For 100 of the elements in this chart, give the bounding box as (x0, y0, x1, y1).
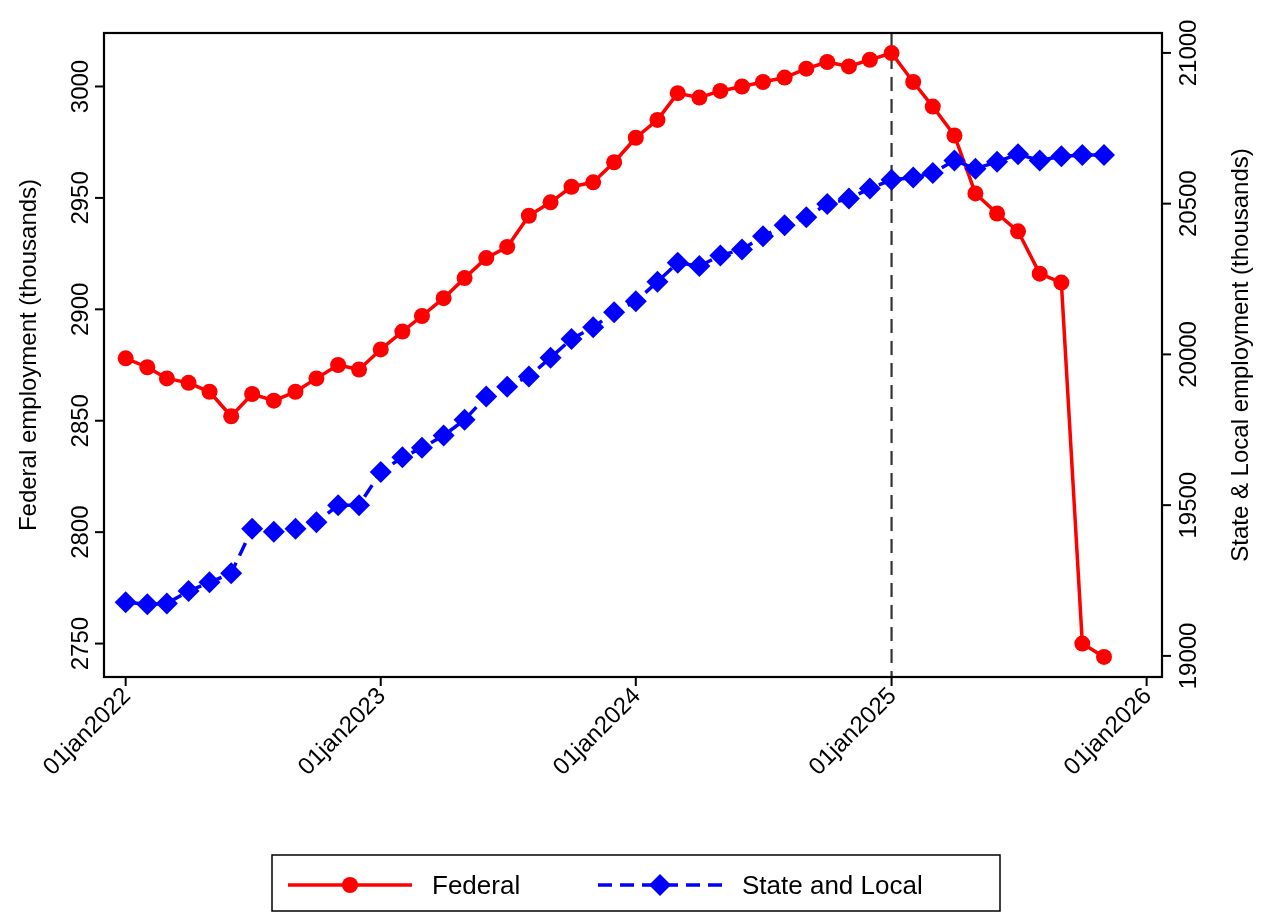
point (798, 60, 815, 77)
point (241, 517, 264, 540)
point (327, 494, 350, 517)
y-tick-label: 2950 (66, 171, 93, 225)
point (139, 359, 156, 376)
legend-label: Federal (432, 870, 521, 900)
point (391, 446, 414, 469)
y2-tick-label: 20000 (1174, 321, 1201, 388)
point (669, 85, 686, 102)
point (688, 255, 711, 278)
point (114, 591, 137, 614)
point (1071, 144, 1094, 167)
point (627, 129, 644, 146)
point (776, 69, 793, 86)
point (542, 194, 559, 211)
y-tick-label: 2750 (66, 616, 93, 671)
point (986, 150, 1009, 173)
point (1096, 648, 1112, 665)
point (453, 408, 476, 431)
point (539, 346, 562, 369)
point (517, 365, 540, 388)
point (858, 177, 881, 200)
point (840, 58, 857, 75)
y-tick-label: 3000 (66, 59, 93, 114)
point (369, 460, 392, 483)
point (496, 375, 519, 398)
y-tick-label: 2900 (66, 282, 93, 337)
y2-axis-title: State & Local employment (thousands) (1226, 148, 1253, 562)
point (456, 270, 473, 287)
y-tick-label: 2800 (66, 505, 93, 559)
point (795, 206, 818, 229)
point (582, 316, 605, 339)
point (330, 357, 347, 374)
point (585, 174, 602, 191)
y2-tick-label: 19000 (1174, 622, 1201, 690)
point (520, 207, 537, 224)
y-tick-label: 2850 (66, 394, 93, 448)
point (837, 187, 860, 210)
point (646, 270, 669, 293)
point (198, 571, 221, 594)
point (1053, 274, 1070, 291)
point (287, 383, 304, 400)
point (394, 323, 411, 340)
point (819, 53, 836, 70)
point (1010, 223, 1027, 240)
y2-tick-label: 20500 (1174, 170, 1201, 238)
point (861, 51, 878, 68)
point (305, 511, 328, 534)
point (754, 74, 771, 91)
point (603, 301, 626, 324)
point (773, 214, 796, 237)
point (924, 98, 941, 115)
point (177, 580, 200, 603)
point (751, 225, 774, 248)
point (284, 517, 307, 540)
point (117, 350, 134, 367)
point (244, 386, 261, 402)
point (136, 593, 159, 616)
point (410, 436, 433, 459)
point (666, 251, 689, 274)
point (1028, 149, 1051, 172)
point (432, 424, 455, 447)
point (180, 374, 197, 391)
point (734, 78, 751, 95)
y2-tick-label: 19500 (1174, 471, 1201, 539)
point (1074, 635, 1091, 652)
point (624, 290, 647, 313)
point (308, 370, 325, 387)
y2-tick-label: 21000 (1174, 19, 1201, 87)
point (989, 205, 1006, 222)
point (880, 168, 903, 191)
point (262, 520, 285, 543)
point (691, 89, 708, 106)
point (351, 361, 368, 378)
point (348, 494, 371, 517)
point (1093, 144, 1115, 167)
point (372, 341, 389, 358)
point (946, 127, 963, 144)
point (964, 157, 987, 180)
point (223, 408, 240, 425)
point (158, 370, 175, 387)
point (475, 385, 498, 408)
point (435, 290, 452, 307)
point (816, 192, 839, 215)
y-axis-title: Federal employment (thousands) (14, 178, 41, 532)
point (883, 45, 900, 62)
point (905, 74, 922, 91)
point (265, 392, 282, 409)
point (967, 185, 984, 202)
point (201, 383, 218, 400)
point (563, 178, 580, 195)
point (413, 308, 430, 324)
point (1007, 143, 1030, 166)
point (560, 328, 583, 351)
point (649, 111, 666, 128)
point (712, 82, 729, 99)
point (709, 244, 732, 267)
point (606, 154, 623, 171)
point (220, 562, 243, 585)
point (902, 166, 925, 189)
